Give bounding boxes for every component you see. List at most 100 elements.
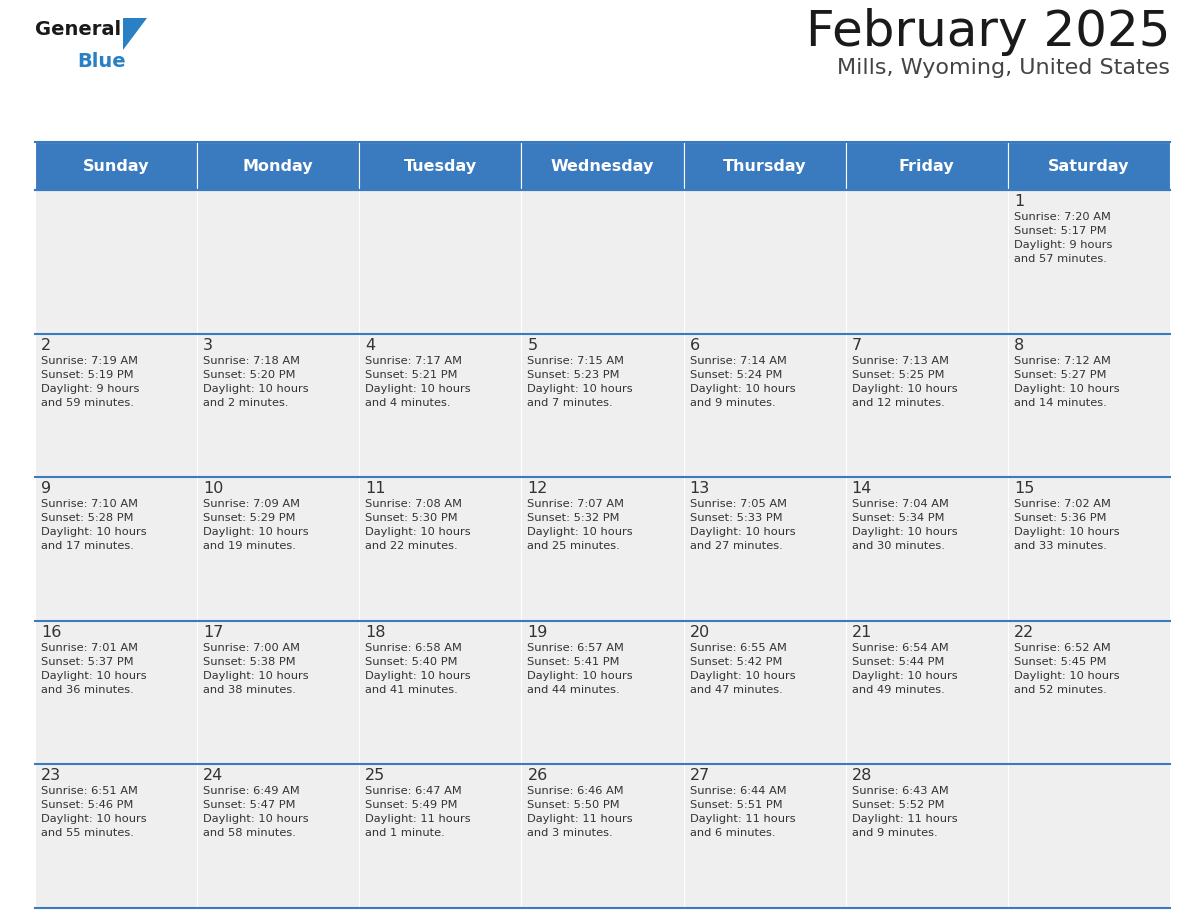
Text: 22: 22 bbox=[1013, 625, 1034, 640]
Text: Sunrise: 7:08 AM
Sunset: 5:30 PM
Daylight: 10 hours
and 22 minutes.: Sunrise: 7:08 AM Sunset: 5:30 PM Dayligh… bbox=[365, 499, 470, 551]
Bar bbox=[846, 765, 1007, 908]
Text: 16: 16 bbox=[42, 625, 62, 640]
Bar bbox=[34, 333, 197, 477]
Bar bbox=[522, 190, 683, 333]
Text: 13: 13 bbox=[689, 481, 709, 497]
Text: 25: 25 bbox=[365, 768, 386, 783]
Text: Tuesday: Tuesday bbox=[404, 159, 476, 174]
Text: Sunrise: 6:46 AM
Sunset: 5:50 PM
Daylight: 11 hours
and 3 minutes.: Sunrise: 6:46 AM Sunset: 5:50 PM Dayligh… bbox=[527, 787, 633, 838]
Text: 9: 9 bbox=[42, 481, 51, 497]
Text: 20: 20 bbox=[689, 625, 709, 640]
Text: Saturday: Saturday bbox=[1048, 159, 1130, 174]
Text: 10: 10 bbox=[203, 481, 223, 497]
Bar bbox=[359, 621, 522, 765]
Text: 23: 23 bbox=[42, 768, 61, 783]
Bar bbox=[34, 142, 197, 190]
Text: 7: 7 bbox=[852, 338, 861, 353]
Bar bbox=[359, 477, 522, 621]
Text: Sunrise: 7:14 AM
Sunset: 5:24 PM
Daylight: 10 hours
and 9 minutes.: Sunrise: 7:14 AM Sunset: 5:24 PM Dayligh… bbox=[689, 355, 795, 408]
Text: Sunrise: 6:43 AM
Sunset: 5:52 PM
Daylight: 11 hours
and 9 minutes.: Sunrise: 6:43 AM Sunset: 5:52 PM Dayligh… bbox=[852, 787, 958, 838]
Text: February 2025: February 2025 bbox=[805, 8, 1170, 56]
Text: Sunrise: 6:51 AM
Sunset: 5:46 PM
Daylight: 10 hours
and 55 minutes.: Sunrise: 6:51 AM Sunset: 5:46 PM Dayligh… bbox=[42, 787, 146, 838]
Bar bbox=[522, 765, 683, 908]
Bar bbox=[197, 142, 359, 190]
Bar bbox=[683, 765, 846, 908]
Text: Sunrise: 6:52 AM
Sunset: 5:45 PM
Daylight: 10 hours
and 52 minutes.: Sunrise: 6:52 AM Sunset: 5:45 PM Dayligh… bbox=[1013, 643, 1119, 695]
Bar bbox=[522, 333, 683, 477]
Text: 24: 24 bbox=[203, 768, 223, 783]
Text: Sunrise: 7:04 AM
Sunset: 5:34 PM
Daylight: 10 hours
and 30 minutes.: Sunrise: 7:04 AM Sunset: 5:34 PM Dayligh… bbox=[852, 499, 958, 551]
Text: 19: 19 bbox=[527, 625, 548, 640]
Text: Sunrise: 6:54 AM
Sunset: 5:44 PM
Daylight: 10 hours
and 49 minutes.: Sunrise: 6:54 AM Sunset: 5:44 PM Dayligh… bbox=[852, 643, 958, 695]
Text: 28: 28 bbox=[852, 768, 872, 783]
Bar bbox=[846, 477, 1007, 621]
Bar bbox=[359, 333, 522, 477]
Bar bbox=[1007, 765, 1170, 908]
Text: Thursday: Thursday bbox=[722, 159, 807, 174]
Bar bbox=[846, 190, 1007, 333]
Text: 2: 2 bbox=[42, 338, 51, 353]
Bar bbox=[197, 333, 359, 477]
Text: Sunrise: 6:49 AM
Sunset: 5:47 PM
Daylight: 10 hours
and 58 minutes.: Sunrise: 6:49 AM Sunset: 5:47 PM Dayligh… bbox=[203, 787, 309, 838]
Bar bbox=[197, 190, 359, 333]
Bar bbox=[1007, 190, 1170, 333]
Text: 12: 12 bbox=[527, 481, 548, 497]
Text: Wednesday: Wednesday bbox=[551, 159, 655, 174]
Text: Sunrise: 7:13 AM
Sunset: 5:25 PM
Daylight: 10 hours
and 12 minutes.: Sunrise: 7:13 AM Sunset: 5:25 PM Dayligh… bbox=[852, 355, 958, 408]
Text: 15: 15 bbox=[1013, 481, 1035, 497]
Bar bbox=[1007, 333, 1170, 477]
Text: 18: 18 bbox=[365, 625, 386, 640]
Text: Sunrise: 7:02 AM
Sunset: 5:36 PM
Daylight: 10 hours
and 33 minutes.: Sunrise: 7:02 AM Sunset: 5:36 PM Dayligh… bbox=[1013, 499, 1119, 551]
Text: 11: 11 bbox=[365, 481, 386, 497]
Text: Sunrise: 6:55 AM
Sunset: 5:42 PM
Daylight: 10 hours
and 47 minutes.: Sunrise: 6:55 AM Sunset: 5:42 PM Dayligh… bbox=[689, 643, 795, 695]
Text: 1: 1 bbox=[1013, 194, 1024, 209]
Text: Sunrise: 7:15 AM
Sunset: 5:23 PM
Daylight: 10 hours
and 7 minutes.: Sunrise: 7:15 AM Sunset: 5:23 PM Dayligh… bbox=[527, 355, 633, 408]
Bar bbox=[197, 765, 359, 908]
Bar bbox=[683, 333, 846, 477]
Bar bbox=[34, 765, 197, 908]
Text: 17: 17 bbox=[203, 625, 223, 640]
Text: Sunrise: 7:09 AM
Sunset: 5:29 PM
Daylight: 10 hours
and 19 minutes.: Sunrise: 7:09 AM Sunset: 5:29 PM Dayligh… bbox=[203, 499, 309, 551]
Text: General: General bbox=[34, 20, 121, 39]
Text: Monday: Monday bbox=[242, 159, 314, 174]
Bar bbox=[197, 477, 359, 621]
Bar bbox=[34, 477, 197, 621]
Text: Sunrise: 6:44 AM
Sunset: 5:51 PM
Daylight: 11 hours
and 6 minutes.: Sunrise: 6:44 AM Sunset: 5:51 PM Dayligh… bbox=[689, 787, 795, 838]
Text: Sunday: Sunday bbox=[83, 159, 150, 174]
Text: Friday: Friday bbox=[899, 159, 955, 174]
Text: Sunrise: 6:58 AM
Sunset: 5:40 PM
Daylight: 10 hours
and 41 minutes.: Sunrise: 6:58 AM Sunset: 5:40 PM Dayligh… bbox=[365, 643, 470, 695]
Bar bbox=[522, 621, 683, 765]
Bar bbox=[846, 621, 1007, 765]
Bar bbox=[359, 190, 522, 333]
Text: Sunrise: 6:57 AM
Sunset: 5:41 PM
Daylight: 10 hours
and 44 minutes.: Sunrise: 6:57 AM Sunset: 5:41 PM Dayligh… bbox=[527, 643, 633, 695]
Bar bbox=[522, 142, 683, 190]
Bar bbox=[522, 477, 683, 621]
Text: Sunrise: 7:20 AM
Sunset: 5:17 PM
Daylight: 9 hours
and 57 minutes.: Sunrise: 7:20 AM Sunset: 5:17 PM Dayligh… bbox=[1013, 212, 1112, 264]
Bar bbox=[359, 765, 522, 908]
Bar bbox=[1007, 477, 1170, 621]
Text: Sunrise: 7:07 AM
Sunset: 5:32 PM
Daylight: 10 hours
and 25 minutes.: Sunrise: 7:07 AM Sunset: 5:32 PM Dayligh… bbox=[527, 499, 633, 551]
Text: 14: 14 bbox=[852, 481, 872, 497]
Bar bbox=[846, 142, 1007, 190]
Text: 6: 6 bbox=[689, 338, 700, 353]
Bar bbox=[34, 190, 197, 333]
Text: 21: 21 bbox=[852, 625, 872, 640]
Text: Sunrise: 7:19 AM
Sunset: 5:19 PM
Daylight: 9 hours
and 59 minutes.: Sunrise: 7:19 AM Sunset: 5:19 PM Dayligh… bbox=[42, 355, 139, 408]
Text: Sunrise: 7:05 AM
Sunset: 5:33 PM
Daylight: 10 hours
and 27 minutes.: Sunrise: 7:05 AM Sunset: 5:33 PM Dayligh… bbox=[689, 499, 795, 551]
Bar bbox=[683, 190, 846, 333]
Text: Blue: Blue bbox=[77, 52, 126, 71]
Text: Sunrise: 7:17 AM
Sunset: 5:21 PM
Daylight: 10 hours
and 4 minutes.: Sunrise: 7:17 AM Sunset: 5:21 PM Dayligh… bbox=[365, 355, 470, 408]
Bar bbox=[683, 142, 846, 190]
Bar bbox=[1007, 142, 1170, 190]
Text: Sunrise: 7:00 AM
Sunset: 5:38 PM
Daylight: 10 hours
and 38 minutes.: Sunrise: 7:00 AM Sunset: 5:38 PM Dayligh… bbox=[203, 643, 309, 695]
Text: 8: 8 bbox=[1013, 338, 1024, 353]
Text: Sunrise: 6:47 AM
Sunset: 5:49 PM
Daylight: 11 hours
and 1 minute.: Sunrise: 6:47 AM Sunset: 5:49 PM Dayligh… bbox=[365, 787, 470, 838]
Bar bbox=[1007, 621, 1170, 765]
Text: Sunrise: 7:01 AM
Sunset: 5:37 PM
Daylight: 10 hours
and 36 minutes.: Sunrise: 7:01 AM Sunset: 5:37 PM Dayligh… bbox=[42, 643, 146, 695]
Text: Mills, Wyoming, United States: Mills, Wyoming, United States bbox=[838, 58, 1170, 78]
Text: Sunrise: 7:10 AM
Sunset: 5:28 PM
Daylight: 10 hours
and 17 minutes.: Sunrise: 7:10 AM Sunset: 5:28 PM Dayligh… bbox=[42, 499, 146, 551]
Bar bbox=[359, 142, 522, 190]
Bar bbox=[34, 621, 197, 765]
Text: 4: 4 bbox=[365, 338, 375, 353]
Polygon shape bbox=[124, 18, 147, 50]
